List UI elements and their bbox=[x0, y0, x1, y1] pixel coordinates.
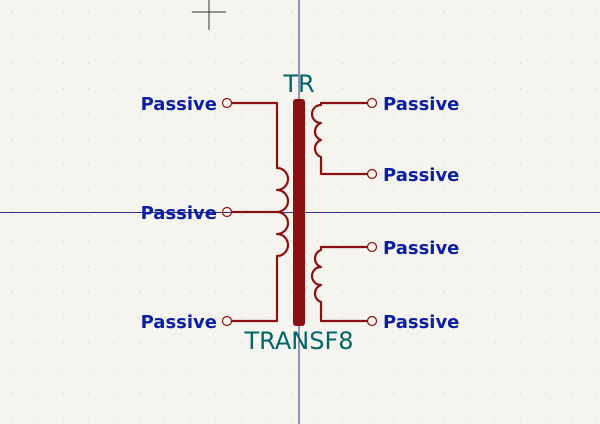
component-value[interactable]: TRANSF8 bbox=[243, 327, 353, 355]
cursor-icon bbox=[192, 0, 226, 30]
transformer-core[interactable] bbox=[293, 99, 305, 326]
pin-7-label: Passive bbox=[383, 312, 459, 333]
primary-winding[interactable] bbox=[232, 101, 290, 323]
pin-7-connector[interactable] bbox=[366, 315, 378, 327]
pin-3-connector[interactable] bbox=[221, 315, 233, 327]
pin-2-label: Passive bbox=[141, 203, 217, 224]
pin-6-label: Passive bbox=[383, 238, 459, 259]
pin-4-label: Passive bbox=[383, 94, 459, 115]
secondary-winding-bottom[interactable] bbox=[310, 245, 368, 323]
secondary-winding-top[interactable] bbox=[310, 101, 368, 176]
pin-1-label: Passive bbox=[141, 94, 217, 115]
pin-3-label: Passive bbox=[141, 312, 217, 333]
pin-5-connector[interactable] bbox=[366, 168, 378, 180]
pin-4-connector[interactable] bbox=[366, 97, 378, 109]
reference-designator[interactable]: TR bbox=[282, 70, 314, 98]
pin-5-label: Passive bbox=[383, 165, 459, 186]
pin-1-connector[interactable] bbox=[221, 97, 233, 109]
pin-6-connector[interactable] bbox=[366, 241, 378, 253]
pin-2-connector[interactable] bbox=[221, 206, 233, 218]
